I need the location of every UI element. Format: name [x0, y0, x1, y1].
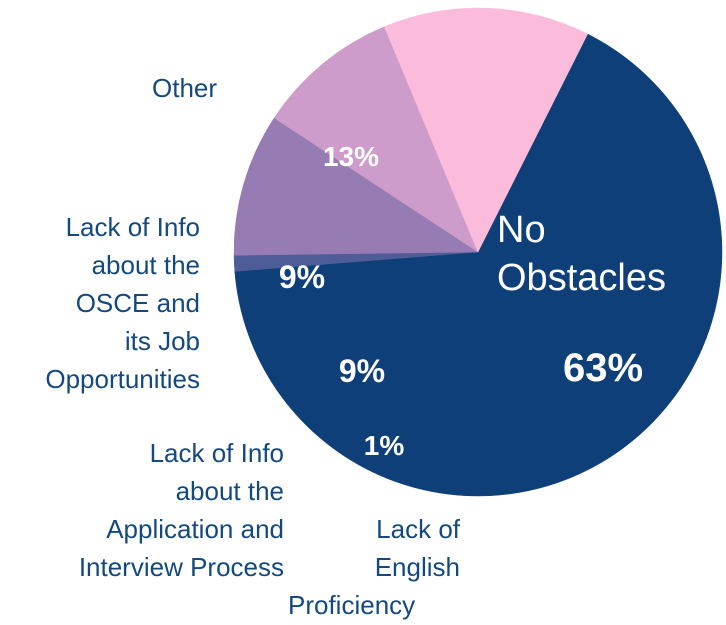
- label-english-line: Proficiency: [288, 590, 416, 620]
- label-application-line: Interview Process: [78, 552, 284, 582]
- pie-slice-no-obstacles: [234, 33, 723, 497]
- percent-labels: 63% 1% 9% 9% 13%: [279, 141, 643, 461]
- label-other-line: Other: [152, 73, 218, 103]
- label-no-obstacles: No Obstacles: [497, 206, 666, 302]
- label-osce: Lack of Info about the OSCE and its Job …: [0, 208, 200, 398]
- label-english-line: English: [374, 552, 460, 582]
- label-application-line: Application and: [106, 514, 284, 544]
- pct-label-application: 9%: [339, 353, 385, 389]
- pct-label-english: 1%: [364, 430, 405, 461]
- pie-slice-lack-of-info-about-the-osce-and-its-job-opportunities: [273, 26, 479, 253]
- pct-label-other: 13%: [323, 141, 379, 172]
- label-no-obstacles-line: Obstacles: [497, 257, 666, 299]
- label-english-line: Lack of: [376, 514, 460, 544]
- label-no-obstacles-line: No: [497, 209, 546, 251]
- label-other: Other: [152, 69, 217, 107]
- pie-slice-lack-of-info-about-the-application-and-interview-process: [233, 117, 479, 256]
- pie-slices: [233, 7, 723, 497]
- label-osce-line: Lack of Info: [65, 212, 200, 242]
- label-application: Lack of Info about the Application and I…: [20, 434, 284, 586]
- pct-label-osce: 9%: [279, 259, 325, 295]
- pie-slice-other: [384, 7, 588, 253]
- label-english: Lack of English Proficiency: [288, 510, 460, 624]
- label-application-line: Lack of Info: [149, 438, 284, 468]
- pct-label-no-obstacles: 63%: [563, 346, 643, 390]
- label-osce-line: OSCE and: [75, 288, 200, 318]
- label-osce-line: Opportunities: [45, 364, 200, 394]
- label-osce-line: about the: [91, 250, 200, 280]
- label-osce-line: its Job: [124, 326, 200, 356]
- label-application-line: about the: [175, 476, 284, 506]
